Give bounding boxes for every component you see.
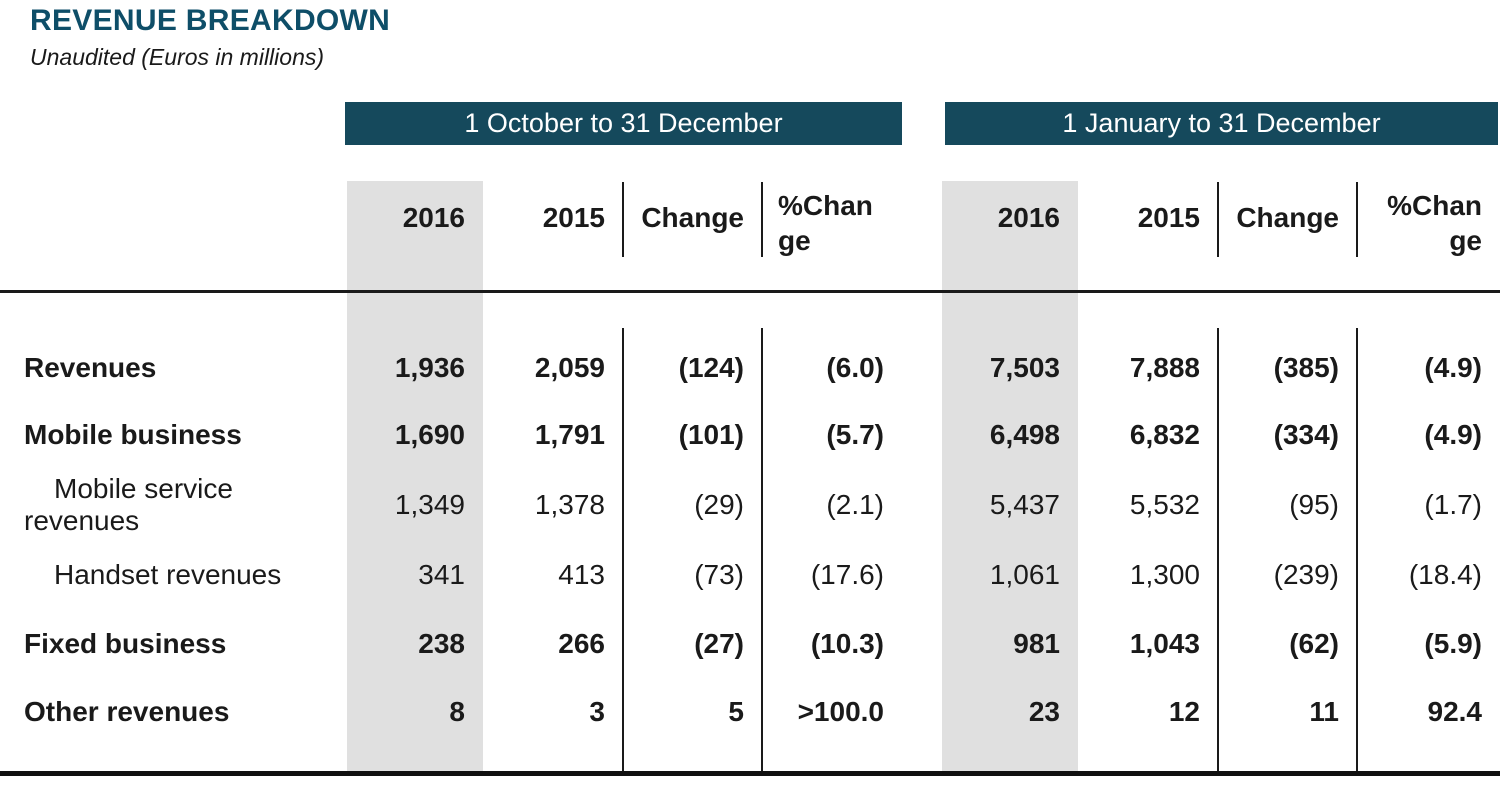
cell-q4-2016: 1,936 — [394, 352, 465, 383]
row-label: Other revenues — [24, 696, 230, 727]
table-row: Fixed business 238 266 (27) (10.3) 981 1… — [0, 609, 1500, 679]
table-row: Handset revenues 341 413 (73) (17.6) 1,0… — [0, 540, 1500, 610]
column-separator-line — [1217, 328, 1219, 771]
page-subtitle: Unaudited (Euros in millions) — [30, 44, 325, 70]
cell-fy-pct-change: (1.7) — [1424, 489, 1482, 520]
cell-q4-change: (29) — [694, 489, 744, 520]
pct-change-line1: %Chan — [778, 190, 873, 221]
cell-fy-2016: 981 — [1013, 628, 1060, 659]
header-separator-line — [761, 182, 763, 257]
cell-q4-2016: 8 — [449, 696, 465, 727]
pct-change-line2: ge — [778, 225, 811, 256]
cell-fy-2015: 1,043 — [1129, 628, 1200, 659]
column-separator-line — [622, 328, 624, 771]
cell-q4-2016: 341 — [418, 559, 465, 590]
column-header-pct-change-q4: %Chan ge — [762, 188, 902, 258]
cell-q4-change: (73) — [694, 559, 744, 590]
row-label: Mobile business — [24, 419, 242, 450]
cell-q4-pct-change: (10.3) — [810, 628, 884, 659]
cell-q4-2015: 413 — [558, 559, 605, 590]
pct-change-line2: ge — [1449, 225, 1482, 256]
cell-q4-2015: 266 — [558, 628, 605, 659]
cell-q4-2015: 1,378 — [534, 489, 605, 520]
cell-q4-pct-change: (5.7) — [826, 419, 884, 450]
column-separator-line — [1356, 328, 1358, 771]
header-separator-line — [1356, 182, 1358, 257]
column-header-change-fy: Change — [1236, 202, 1339, 233]
column-header-pct-change-fy: %Chan ge — [1357, 188, 1500, 258]
table-bottom-line — [0, 771, 1500, 776]
highlight-column-2016-fy — [942, 181, 1078, 771]
page-title: REVENUE BREAKDOWN — [30, 4, 391, 37]
table-row: Revenues 1,936 2,059 (124) (6.0) 7,503 7… — [0, 332, 1500, 404]
cell-fy-2016: 1,061 — [989, 559, 1060, 590]
cell-fy-2015: 6,832 — [1129, 419, 1200, 450]
column-header-2016-fy: 2016 — [997, 202, 1060, 233]
cell-q4-2016: 1,690 — [394, 419, 465, 450]
cell-fy-pct-change: (5.9) — [1424, 628, 1482, 659]
cell-fy-2015: 12 — [1168, 696, 1200, 727]
header-separator-line — [1217, 182, 1219, 257]
highlight-column-2016-q4 — [347, 181, 483, 771]
cell-q4-pct-change: >100.0 — [797, 696, 884, 727]
row-label: Revenues — [24, 352, 157, 383]
period-band-q4: 1 October to 31 December — [345, 102, 902, 145]
header-divider-line — [0, 290, 1500, 293]
cell-fy-change: (385) — [1273, 352, 1339, 383]
cell-q4-change: (101) — [678, 419, 744, 450]
column-header-2015-q4: 2015 — [542, 202, 605, 233]
cell-fy-2016: 6,498 — [989, 419, 1060, 450]
cell-fy-change: (95) — [1289, 489, 1339, 520]
cell-q4-change: 5 — [728, 696, 744, 727]
cell-fy-change: (62) — [1289, 628, 1339, 659]
row-label: Mobile service revenues — [24, 473, 233, 536]
cell-fy-pct-change: (4.9) — [1424, 352, 1482, 383]
table-row: Other revenues 8 3 5 >100.0 23 12 11 92.… — [0, 677, 1500, 747]
column-separator-line — [761, 328, 763, 771]
header-separator-line — [622, 182, 624, 257]
cell-q4-2015: 1,791 — [534, 419, 605, 450]
row-label: Fixed business — [24, 628, 227, 659]
cell-q4-2016: 238 — [418, 628, 465, 659]
cell-fy-pct-change: (4.9) — [1424, 419, 1482, 450]
cell-q4-2016: 1,349 — [394, 489, 465, 520]
cell-fy-change: (334) — [1273, 419, 1339, 450]
cell-fy-2016: 23 — [1028, 696, 1060, 727]
cell-q4-change: (124) — [678, 352, 744, 383]
cell-q4-2015: 3 — [589, 696, 605, 727]
cell-q4-pct-change: (17.6) — [810, 559, 884, 590]
table-row: Mobile business 1,690 1,791 (101) (5.7) … — [0, 400, 1500, 470]
cell-q4-pct-change: (2.1) — [826, 489, 884, 520]
table-row: Mobile service revenues 1,349 1,378 (29)… — [0, 470, 1500, 540]
cell-fy-2015: 7,888 — [1129, 352, 1200, 383]
period-band-fy: 1 January to 31 December — [945, 102, 1498, 145]
cell-fy-pct-change: 92.4 — [1427, 696, 1483, 727]
cell-fy-2016: 7,503 — [989, 352, 1060, 383]
cell-fy-2015: 5,532 — [1129, 489, 1200, 520]
cell-fy-pct-change: (18.4) — [1408, 559, 1482, 590]
cell-q4-change: (27) — [694, 628, 744, 659]
row-label: Handset revenues — [54, 559, 282, 590]
cell-q4-2015: 2,059 — [534, 352, 605, 383]
column-header-change-q4: Change — [641, 202, 744, 233]
cell-fy-2016: 5,437 — [989, 489, 1060, 520]
cell-fy-2015: 1,300 — [1129, 559, 1200, 590]
pct-change-line1: %Chan — [1387, 190, 1482, 221]
cell-q4-pct-change: (6.0) — [826, 352, 884, 383]
cell-fy-change: 11 — [1309, 696, 1339, 727]
column-header-2015-fy: 2015 — [1137, 202, 1200, 233]
column-header-2016-q4: 2016 — [402, 202, 465, 233]
cell-fy-change: (239) — [1273, 559, 1339, 590]
